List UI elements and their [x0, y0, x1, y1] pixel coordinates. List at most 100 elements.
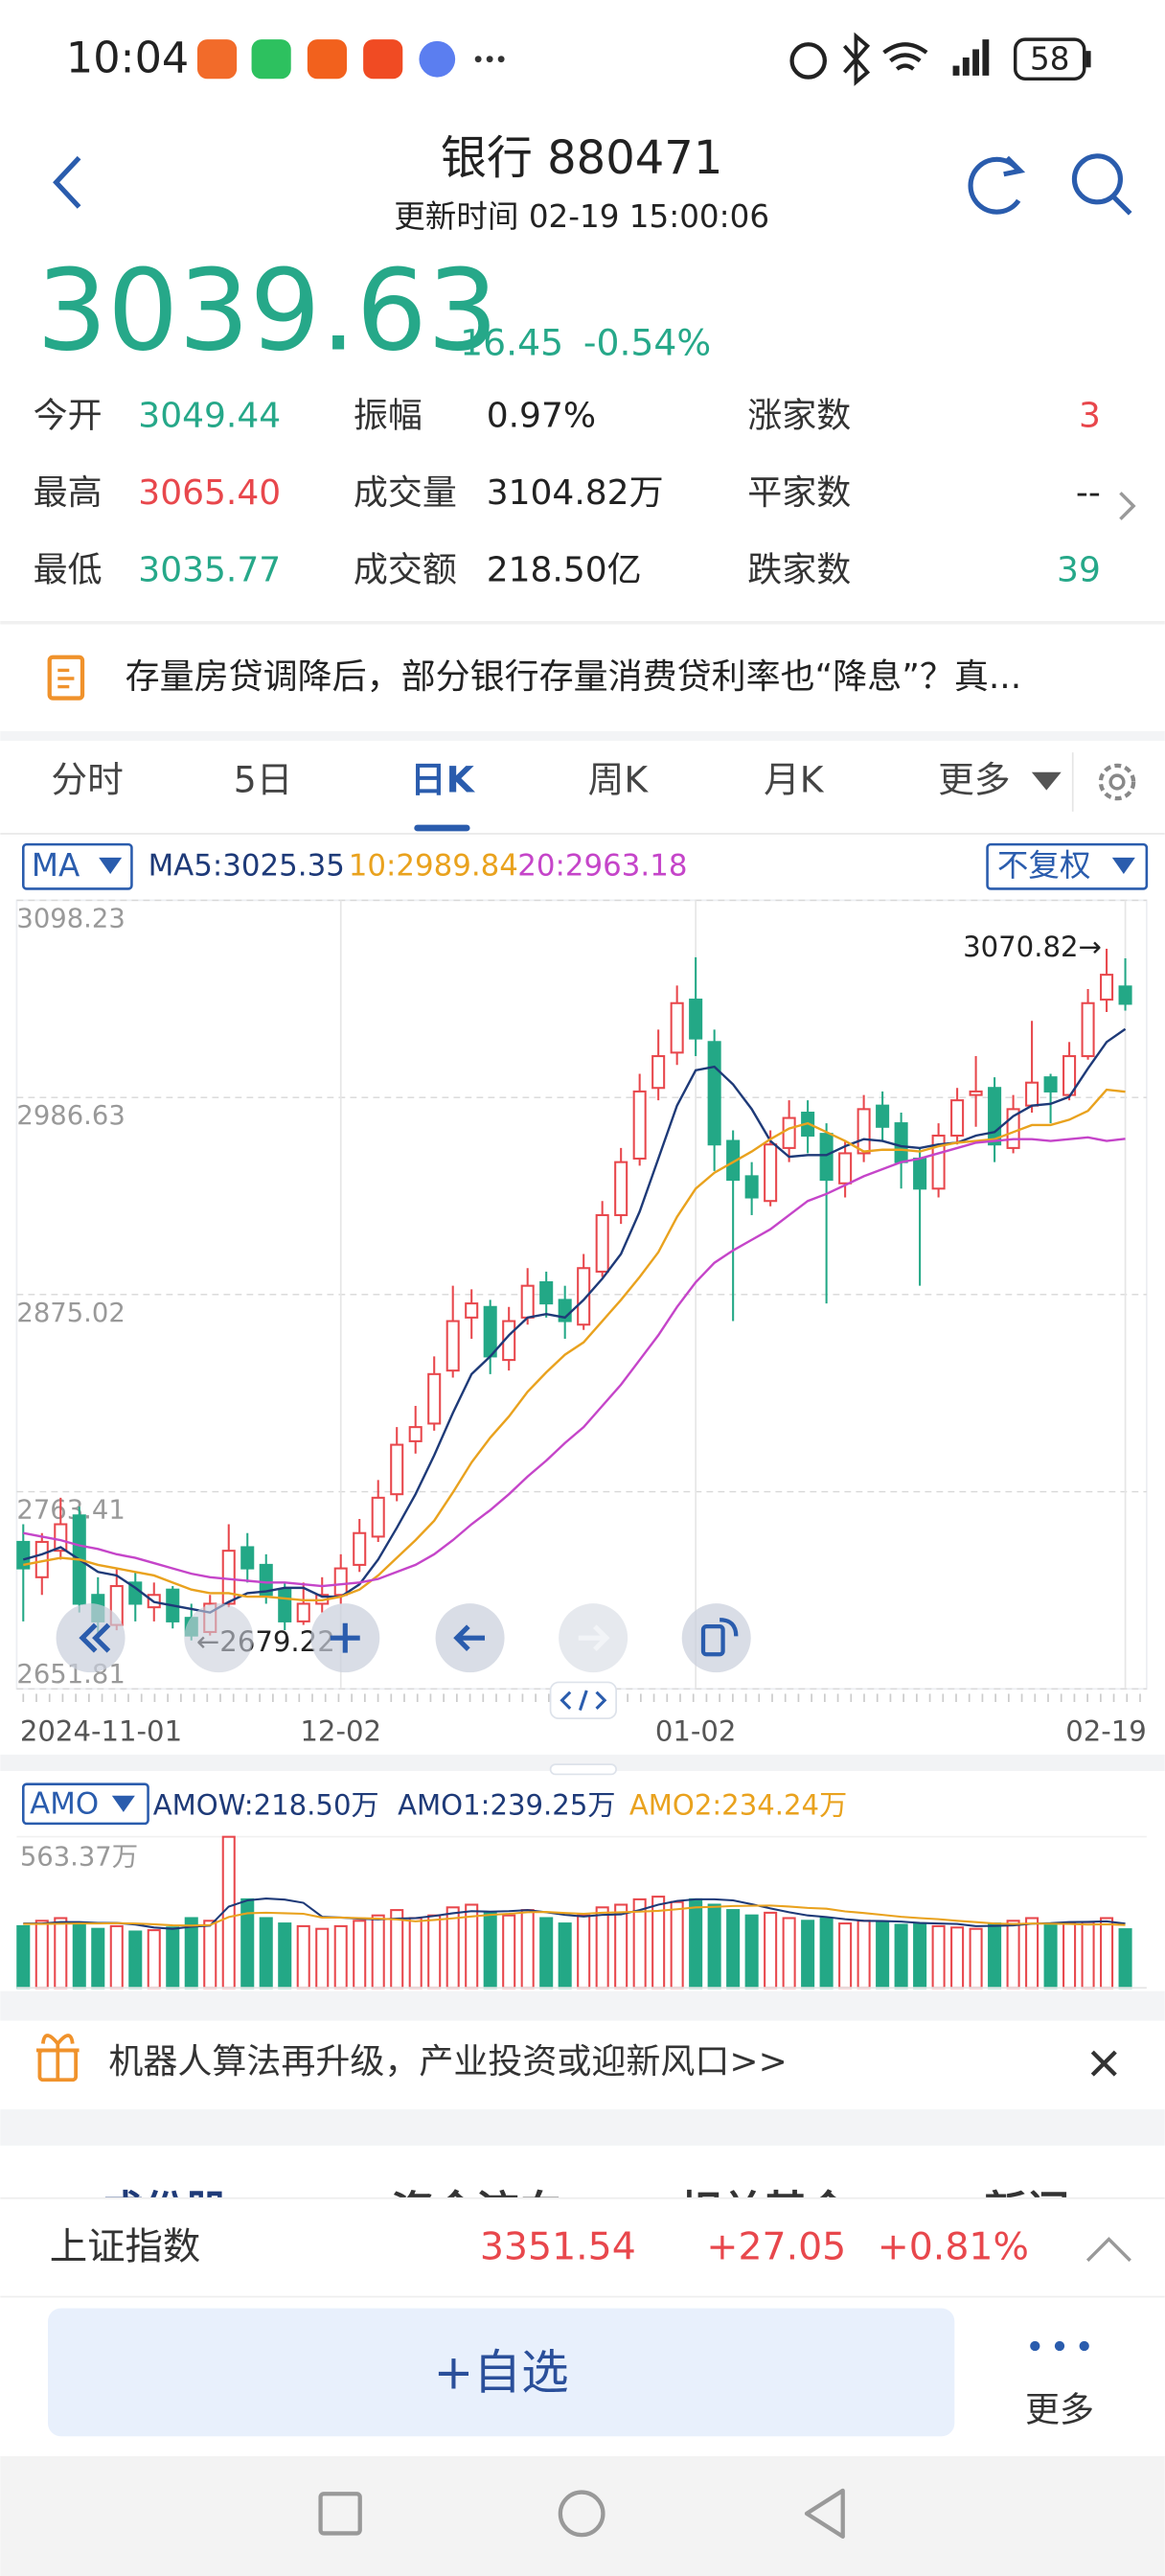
index-change: +27.05: [706, 2224, 846, 2268]
indicator-name: MA: [32, 847, 80, 884]
period-tab[interactable]: 周K: [588, 758, 650, 800]
period-tab[interactable]: 月K: [764, 758, 825, 800]
period-tab[interactable]: 5日: [234, 758, 293, 800]
settings-button[interactable]: [1098, 763, 1136, 801]
volume-bar: [371, 1914, 385, 1990]
volume-bar: [333, 1924, 348, 1990]
index-bar[interactable]: [0, 2197, 1165, 2297]
candle-body: [782, 1116, 796, 1149]
y-tick-label: 2763.41: [16, 1496, 125, 1526]
add-watchlist-label: +自选: [434, 2344, 569, 2400]
candle-body: [240, 1546, 255, 1570]
adjust-selector[interactable]: [986, 842, 1149, 890]
y-tick-label: 563.37万: [20, 1842, 138, 1872]
app-icon: [307, 39, 347, 80]
chart-controls: [56, 1603, 751, 1719]
stats-expand[interactable]: [1119, 492, 1136, 520]
search-button[interactable]: [1071, 153, 1123, 205]
divider: [0, 1990, 1165, 2021]
volume-bar: [707, 1903, 721, 1990]
volume-bar: [595, 1906, 609, 1990]
more-dot: [1054, 2340, 1065, 2352]
volume-bar: [931, 1924, 946, 1990]
stat-value: 218.50亿: [487, 551, 642, 590]
volume-bar: [950, 1926, 965, 1990]
legend-entry: AMO2:234.24万: [629, 1789, 847, 1822]
period-tab[interactable]: 分时: [51, 758, 123, 800]
stats: 今开 3049.44 振幅 0.97% 涨家数 3 最高 3065.40 成交量 3104.82万…: [34, 396, 1101, 589]
more-button[interactable]: 更多: [1025, 2391, 1094, 2430]
recent-apps-button[interactable]: [318, 2492, 362, 2536]
divider: [0, 730, 1165, 742]
volume-bar: [166, 1926, 180, 1990]
candle-body: [764, 1143, 778, 1203]
ma-line: [23, 1088, 1126, 1601]
candle-body: [726, 1139, 741, 1182]
period-tab[interactable]: 更多: [938, 758, 1010, 800]
candle-body: [353, 1531, 367, 1566]
stat-value: 39: [1057, 551, 1101, 590]
more-caret: [1031, 771, 1062, 791]
app-icon: [419, 40, 456, 78]
rotate-button[interactable]: [681, 1603, 751, 1673]
resize-handle[interactable]: [549, 1763, 617, 1776]
x-tick-label: 02-19: [1065, 1715, 1147, 1748]
candle-body: [857, 1108, 871, 1155]
icon: [560, 1690, 607, 1712]
back-button[interactable]: [53, 155, 81, 209]
news-headline[interactable]: 存量房贷调降后，部分银行存量消费贷利率也“降息”？真...: [126, 657, 1022, 697]
indicator-caret: [111, 1795, 135, 1812]
divider: [0, 833, 1165, 835]
volume-bar: [483, 1911, 497, 1990]
stat-value: 3104.82万: [487, 473, 664, 513]
home-button[interactable]: [558, 2490, 605, 2538]
y-tick-label: 2875.02: [16, 1299, 125, 1328]
period-tab[interactable]: 日K: [410, 758, 476, 800]
candle-body: [16, 1540, 31, 1570]
refresh-arrow: [1003, 155, 1026, 177]
candle-body: [819, 1133, 834, 1182]
icon: [720, 1618, 739, 1637]
more-dot: [1079, 2340, 1089, 2352]
add-watchlist-button[interactable]: [48, 2308, 955, 2437]
icon: [330, 1622, 360, 1653]
volume-bar: [34, 1920, 49, 1990]
price-change-pct: -0.54%: [583, 322, 711, 364]
stat-label: 涨家数: [747, 396, 851, 435]
divider: [0, 2109, 1165, 2146]
volume-bar: [857, 1920, 871, 1990]
refresh-button[interactable]: [968, 156, 1021, 215]
back-nav-button[interactable]: [804, 2488, 845, 2539]
high-annotation: 3070.82→: [963, 931, 1102, 963]
indicator-selector[interactable]: [22, 1782, 149, 1826]
indicator-selector[interactable]: [22, 842, 133, 890]
candle-body: [465, 1302, 479, 1319]
y-tick-label: 2986.63: [16, 1101, 125, 1131]
zoom-out-button[interactable]: [184, 1603, 254, 1673]
candle-body: [1100, 974, 1114, 1001]
banner-text[interactable]: 机器人算法再升级，产业投资或迎新风口>>: [108, 2042, 787, 2082]
icon: [453, 1624, 485, 1651]
volume-bar: [726, 1909, 741, 1990]
stat-value: --: [1076, 473, 1101, 513]
candle-body: [632, 1090, 647, 1160]
zoom-out-all-button[interactable]: [56, 1603, 126, 1673]
volume-bar: [838, 1922, 853, 1990]
divider: [0, 621, 1165, 625]
candle-body: [54, 1523, 68, 1552]
volume-bar: [278, 1922, 292, 1990]
volume-bar: [502, 1914, 516, 1990]
expand-button[interactable]: [1085, 2237, 1131, 2263]
x-tick-label: 12-02: [300, 1715, 381, 1748]
wifi-icon: [882, 42, 928, 71]
amo-line: [23, 1904, 1126, 1927]
volume-bar: [427, 1914, 442, 1990]
candle-body: [913, 1157, 927, 1190]
candle-body: [483, 1305, 497, 1358]
candlestick-chart: 2651.812763.412875.022986.633098.232024-…: [15, 849, 1148, 1748]
banner-close[interactable]: [1090, 2050, 1117, 2077]
header-title: 银行 880471: [441, 131, 723, 185]
adjust-caret: [1111, 857, 1135, 874]
candle-body: [577, 1267, 591, 1326]
